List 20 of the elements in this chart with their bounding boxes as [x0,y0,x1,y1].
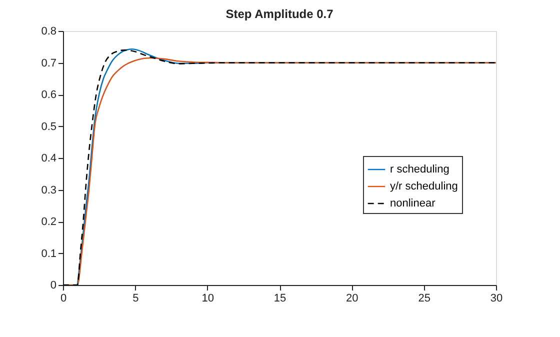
legend-label: y/r scheduling [390,180,458,192]
legend-label: nonlinear [390,198,436,210]
x-tick-label: 0 [60,292,67,304]
x-tick-label: 20 [346,292,358,304]
x-tick-label: 5 [132,292,139,304]
legend-label: r scheduling [390,164,450,176]
x-tick-label: 15 [274,292,286,304]
y-tick-label: 0.4 [41,152,56,164]
y-tick-label: 0 [50,280,56,292]
chart-title: Step Amplitude 0.7 [226,7,334,21]
y-tick-label: 0.8 [41,26,56,38]
x-tick-label: 25 [418,292,430,304]
y-tick-label: 0.1 [41,248,56,260]
y-tick-label: 0.7 [41,57,56,70]
y-tick-label: 0.2 [41,216,56,228]
y-tick-label: 0.6 [41,89,56,101]
x-tick-label: 30 [490,292,503,304]
y-tick-label: 0.3 [41,184,56,196]
y-tick-label: 0.5 [41,120,56,133]
x-tick-label: 10 [202,292,214,304]
